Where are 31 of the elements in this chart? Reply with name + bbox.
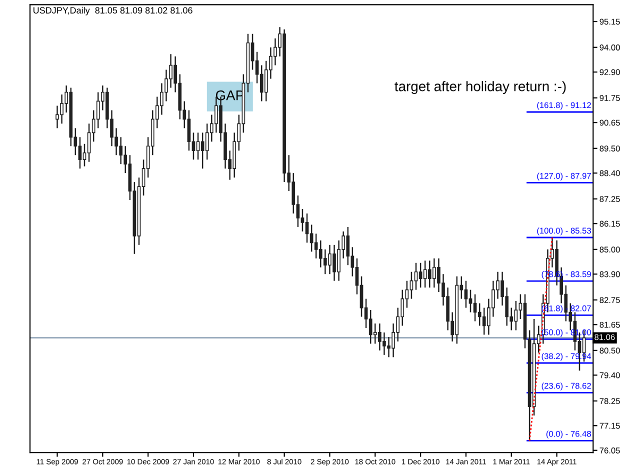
- y-tick-label: 81.65: [600, 322, 620, 328]
- y-tick-label: 79.40: [600, 372, 620, 378]
- candlestick: [196, 132, 200, 160]
- chart-title: USDJPY,Daily 81.05 81.09 81.02 81.06: [34, 6, 192, 16]
- ref-line-label: 81.06: [594, 334, 615, 340]
- y-tick-label: 83.90: [600, 271, 620, 278]
- y-tick-label: 88.40: [600, 170, 620, 176]
- y-tick-label: 85.00: [600, 246, 620, 253]
- y-tick-label: 76.05: [600, 448, 620, 454]
- annotation: (23.6) - 78.62: [542, 382, 591, 390]
- annotation: (100.0) - 85.53: [537, 227, 591, 236]
- y-tick-label: 80.50: [600, 348, 620, 354]
- y-tick-label: 77.15: [600, 422, 620, 429]
- y-tick-label: 78.25: [600, 398, 620, 404]
- annotation: target after holiday return :-): [394, 81, 566, 94]
- candlestick: [414, 262, 418, 290]
- annotation: (127.0) - 87.97: [537, 172, 591, 180]
- y-tick-label: 94.00: [600, 44, 620, 50]
- y-tick-label: 86.15: [600, 220, 620, 227]
- annotation: (0.0) - 76.48: [546, 430, 591, 438]
- y-tick-label: 87.25: [600, 196, 620, 202]
- candlestick: [305, 212, 309, 244]
- y-tick-label: 90.65: [600, 120, 620, 126]
- y-tick-label: 95.15: [600, 18, 620, 25]
- y-tick-label: 89.50: [600, 146, 620, 152]
- y-tick-label: 91.75: [600, 95, 620, 101]
- y-tick-label: 92.90: [600, 69, 620, 76]
- candlestick: [87, 123, 91, 162]
- y-tick-label: 82.75: [600, 297, 620, 304]
- annotation: (161.8) - 91.12: [537, 102, 591, 110]
- candlestick: [300, 208, 304, 232]
